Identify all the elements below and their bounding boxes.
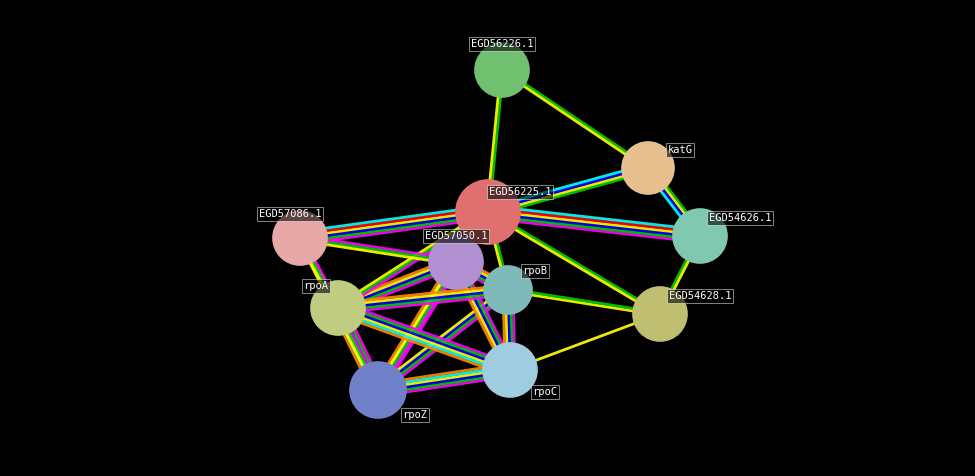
Text: EGD57050.1: EGD57050.1	[425, 231, 488, 241]
Circle shape	[311, 281, 365, 335]
Circle shape	[475, 43, 529, 97]
Text: katG: katG	[668, 145, 692, 155]
Circle shape	[456, 180, 520, 244]
Circle shape	[622, 142, 674, 194]
Text: EGD54628.1: EGD54628.1	[669, 291, 731, 301]
Circle shape	[483, 343, 537, 397]
Circle shape	[484, 266, 532, 314]
Text: EGD56225.1: EGD56225.1	[488, 187, 551, 197]
Circle shape	[273, 211, 327, 265]
Circle shape	[350, 362, 406, 418]
Circle shape	[633, 287, 687, 341]
Text: rpoB: rpoB	[523, 266, 548, 276]
Text: EGD56226.1: EGD56226.1	[471, 39, 533, 49]
Circle shape	[673, 209, 727, 263]
Text: rpoC: rpoC	[532, 387, 558, 397]
Circle shape	[429, 235, 483, 289]
Text: EGD57086.1: EGD57086.1	[258, 209, 321, 219]
Text: rpoA: rpoA	[303, 281, 329, 291]
Text: rpoZ: rpoZ	[403, 410, 427, 420]
Text: EGD54626.1: EGD54626.1	[709, 213, 771, 223]
